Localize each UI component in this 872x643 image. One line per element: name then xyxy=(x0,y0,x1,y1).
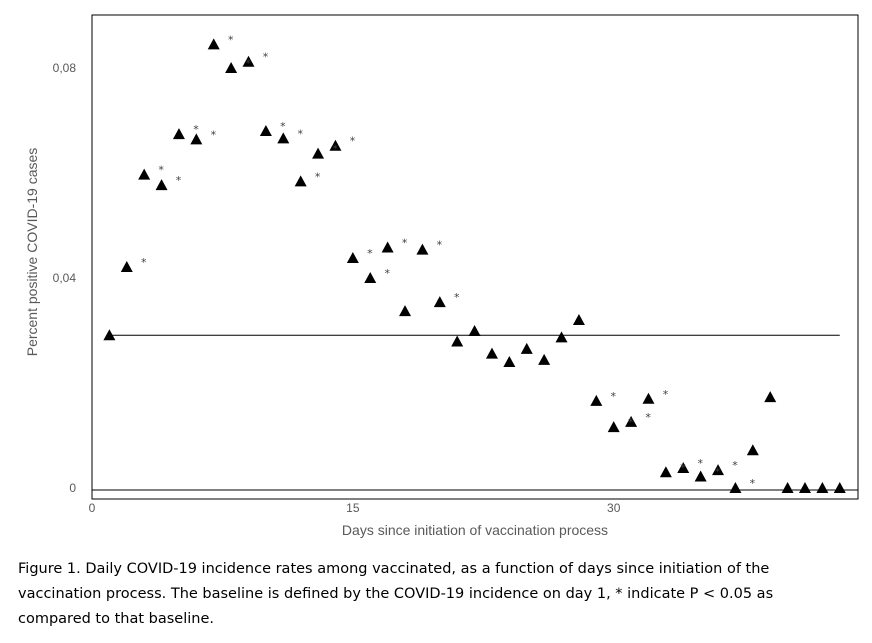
significance-star: * xyxy=(732,459,738,472)
significance-star: * xyxy=(611,390,617,403)
data-point xyxy=(259,125,272,136)
data-point xyxy=(207,38,220,50)
data-point xyxy=(798,482,811,493)
data-point xyxy=(642,392,655,404)
significance-star: * xyxy=(628,416,634,429)
significance-star: * xyxy=(367,247,373,260)
data-point xyxy=(242,55,255,67)
data-points xyxy=(103,38,846,493)
significance-star: * xyxy=(228,33,234,46)
significance-star: * xyxy=(315,170,321,183)
y-tick-labels: 0 0,04 0,08 xyxy=(53,61,77,495)
data-point xyxy=(294,175,307,187)
significance-star: * xyxy=(211,128,217,141)
data-point xyxy=(399,305,412,317)
data-point xyxy=(781,482,794,493)
data-point xyxy=(277,132,290,144)
y-tick-label: 0 xyxy=(69,481,76,495)
significance-star: * xyxy=(645,411,651,424)
data-point xyxy=(712,464,725,476)
significance-star: * xyxy=(663,388,669,401)
significance-star: * xyxy=(750,477,756,490)
significance-star: * xyxy=(437,239,443,252)
x-tick-label: 30 xyxy=(607,501,621,515)
data-point xyxy=(625,415,638,427)
data-point xyxy=(329,139,342,151)
data-point xyxy=(155,179,168,191)
data-point xyxy=(120,260,133,272)
x-axis-title: Days since initiation of vaccination pro… xyxy=(342,522,608,538)
data-point xyxy=(416,243,429,255)
data-point xyxy=(190,133,203,145)
x-tick-label: 0 xyxy=(89,501,96,515)
data-point xyxy=(659,466,672,478)
significance-star: * xyxy=(332,143,338,156)
significance-star: * xyxy=(698,457,704,470)
significance-star: * xyxy=(454,291,460,304)
figure-caption: Figure 1. Daily COVID-19 incidence rates… xyxy=(18,561,774,627)
significance-star: * xyxy=(350,135,356,148)
y-tick-label: 0,08 xyxy=(53,61,77,75)
data-point xyxy=(677,462,690,474)
data-point xyxy=(138,168,151,180)
x-tick-label: 15 xyxy=(346,501,360,515)
data-point xyxy=(346,252,359,264)
data-point xyxy=(538,353,551,365)
data-point xyxy=(451,335,464,347)
significance-star: * xyxy=(176,174,182,187)
data-point xyxy=(468,325,481,337)
data-point xyxy=(746,444,759,456)
data-point xyxy=(816,482,829,493)
data-point xyxy=(433,296,446,308)
y-axis-title: Percent positive COVID-19 cases xyxy=(24,148,40,357)
data-point xyxy=(103,329,116,341)
significance-star: * xyxy=(298,127,304,140)
significance-star: * xyxy=(141,256,147,269)
data-point xyxy=(381,241,394,253)
significance-star: * xyxy=(384,267,390,280)
data-point xyxy=(225,62,238,73)
plot-border xyxy=(91,14,859,500)
data-point xyxy=(764,391,777,403)
data-point xyxy=(172,128,185,140)
data-point xyxy=(833,482,846,493)
significance-star: * xyxy=(680,461,686,474)
significance-star: * xyxy=(280,120,286,133)
data-point xyxy=(485,347,498,359)
data-point xyxy=(607,421,620,433)
data-point xyxy=(312,147,325,159)
significance-star: * xyxy=(402,237,408,250)
data-point xyxy=(520,342,533,354)
data-point xyxy=(364,272,377,283)
significance-star: * xyxy=(245,57,251,70)
x-tick-labels: 0 15 30 xyxy=(89,501,621,515)
y-tick-label: 0,04 xyxy=(53,271,77,285)
significance-star: * xyxy=(158,164,164,177)
data-point xyxy=(555,331,568,343)
significance-markers: * * * * * * * * * * * * * * * * * * * * * * * * * * * xyxy=(141,33,756,490)
data-point xyxy=(590,394,603,406)
data-point xyxy=(503,356,516,367)
data-point xyxy=(694,470,707,482)
significance-star: * xyxy=(193,123,199,136)
significance-star: * xyxy=(715,465,721,478)
significance-star: * xyxy=(263,51,269,64)
data-point xyxy=(572,314,585,325)
data-point xyxy=(729,482,742,493)
scatter-chart: 00,040,08 0 15 30 **** *** ********* **** *** *… xyxy=(24,14,859,538)
